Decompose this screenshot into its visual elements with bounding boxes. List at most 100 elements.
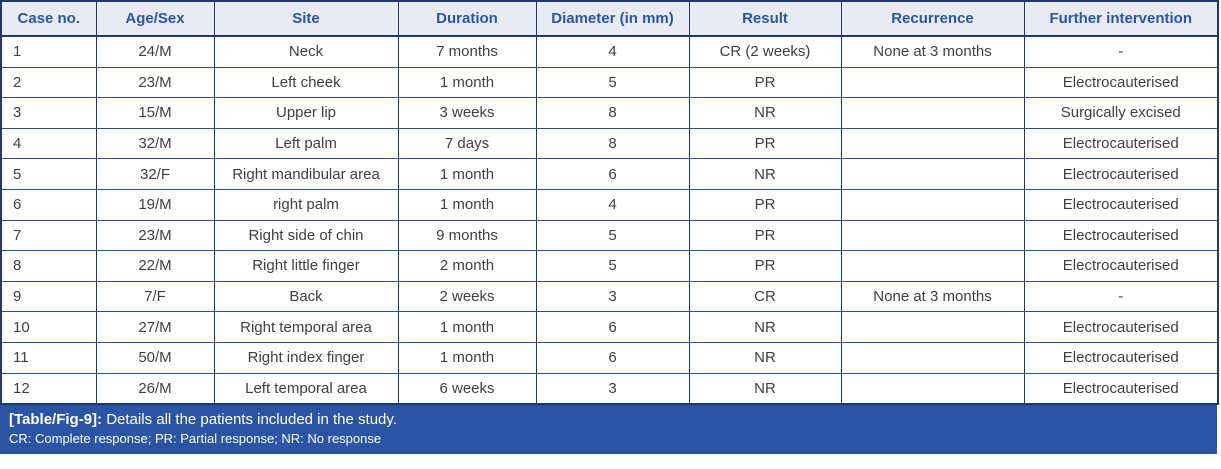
table-cell: CR (2 weeks)	[688, 36, 842, 68]
table-cell: 4	[535, 36, 690, 68]
table-cell: Right index finger	[213, 342, 399, 374]
table-cell: CR	[688, 281, 842, 313]
table-cell: 2 month	[397, 250, 537, 282]
table-cell: 27/M	[95, 311, 215, 343]
table-row: 12 26/M Left temporal area 6 weeks 3 NR Electr…	[0, 373, 1219, 405]
table-cell: -	[1023, 36, 1219, 68]
table-cell: 26/M	[95, 373, 215, 405]
table-cell: 1 month	[397, 311, 537, 343]
table-footnote: CR: Complete response; PR: Partial respo…	[9, 431, 382, 447]
table-cell: 2	[0, 67, 97, 99]
table-cell: right palm	[213, 189, 399, 221]
table-cell: 32/M	[95, 128, 215, 160]
table-cell: 12	[0, 373, 97, 405]
table-cell: 22/M	[95, 250, 215, 282]
table-cell: Electrocauterised	[1023, 373, 1219, 405]
table-cell: Upper lip	[213, 97, 399, 129]
table-row: 3 15/M Upper lip 3 weeks 8 NR Surgically excis…	[0, 97, 1219, 129]
table-cell: 1	[0, 36, 97, 68]
column-header: Duration	[397, 1, 537, 37]
table-caption-bar: [Table/Fig-9]: Details all the patients …	[0, 405, 1217, 455]
table-cell: 32/F	[95, 158, 215, 190]
table-cell: 1 month	[397, 342, 537, 374]
table-cell: 8	[0, 250, 97, 282]
table-cell	[840, 158, 1025, 190]
table-cell: 24/M	[95, 36, 215, 68]
table-cell: Right mandibular area	[213, 158, 399, 190]
table-cell: Electrocauterised	[1023, 220, 1219, 252]
table-cell: Electrocauterised	[1023, 67, 1219, 99]
table-cell: 19/M	[95, 189, 215, 221]
table-cell: Electrocauterised	[1023, 311, 1219, 343]
table-cell: 4	[0, 128, 97, 160]
table-cell: Electrocauterised	[1023, 342, 1219, 374]
column-header: Result	[688, 1, 842, 37]
table-cell	[840, 373, 1025, 405]
table-cell: 5	[535, 220, 690, 252]
table-header-row: Case no. Age/Sex Site Duration Diameter (in …	[0, 1, 1219, 37]
table-cell: 3	[0, 97, 97, 129]
column-header: Further intervention	[1023, 1, 1219, 37]
column-header: Age/Sex	[95, 1, 215, 37]
table-cell: 7	[0, 220, 97, 252]
table-cell: 5	[0, 158, 97, 190]
table-cell: 1 month	[397, 158, 537, 190]
table-cell: 5	[535, 250, 690, 282]
table-cell: Right little finger	[213, 250, 399, 282]
column-header: Site	[213, 1, 399, 37]
table-cell: 6	[535, 311, 690, 343]
table-caption: [Table/Fig-9]: Details all the patients …	[9, 410, 1208, 430]
table-cell: Surgically excised	[1023, 97, 1219, 129]
table-cell: NR	[688, 97, 842, 129]
table-cell: None at 3 months	[840, 281, 1025, 313]
table-cell: NR	[688, 311, 842, 343]
table-cell: 11	[0, 342, 97, 374]
table-row: 2 23/M Left cheek 1 month 5 PR Electrocauteris…	[0, 67, 1219, 99]
table-cell: 6	[0, 189, 97, 221]
table-cell	[840, 250, 1025, 282]
table-cell: Left cheek	[213, 67, 399, 99]
table-cell: Back	[213, 281, 399, 313]
table-cell: Right side of chin	[213, 220, 399, 252]
table-cell: 7 months	[397, 36, 537, 68]
table-cell: 4	[535, 189, 690, 221]
table-cell: 3	[535, 373, 690, 405]
table-row: 5 32/F Right mandibular area 1 month 6 NR Elec…	[0, 158, 1219, 190]
table-row: 10 27/M Right temporal area 1 month 6 NR Elect…	[0, 311, 1219, 343]
table-cell: PR	[688, 189, 842, 221]
table-cell: 6	[535, 342, 690, 374]
column-header: Recurrence	[840, 1, 1025, 37]
table-cell: 2 weeks	[397, 281, 537, 313]
table-cell: PR	[688, 250, 842, 282]
table-cell	[840, 311, 1025, 343]
table-cell: 1 month	[397, 67, 537, 99]
table-cell: 8	[535, 97, 690, 129]
table-cell	[840, 220, 1025, 252]
table-cell: NR	[688, 342, 842, 374]
table-cell: NR	[688, 158, 842, 190]
table-cell: 5	[535, 67, 690, 99]
table-cell: 50/M	[95, 342, 215, 374]
table-cell: 9 months	[397, 220, 537, 252]
table-cell: NR	[688, 373, 842, 405]
table-cell: Left palm	[213, 128, 399, 160]
table-cell	[840, 97, 1025, 129]
table-cell: Right temporal area	[213, 311, 399, 343]
table-cell: 3 weeks	[397, 97, 537, 129]
table-cell: Left temporal area	[213, 373, 399, 405]
table-row: 11 50/M Right index finger 1 month 6 NR Electr…	[0, 342, 1219, 374]
table-cell: 7 days	[397, 128, 537, 160]
table-row: 6 19/M right palm 1 month 4 PR Electrocauteris…	[0, 189, 1219, 221]
table-row: 1 24/M Neck 7 months 4 CR (2 weeks) None at 3 …	[0, 36, 1219, 68]
table-cell: 23/M	[95, 67, 215, 99]
table-cell: Electrocauterised	[1023, 158, 1219, 190]
patients-table: Case no. Age/Sex Site Duration Diameter (in …	[0, 0, 1219, 406]
table-cell: 10	[0, 311, 97, 343]
table-cell: Electrocauterised	[1023, 189, 1219, 221]
table-cell: 6 weeks	[397, 373, 537, 405]
table-row: 9 7/F Back 2 weeks 3 CR None at 3 months -	[0, 281, 1219, 313]
table-row: 4 32/M Left palm 7 days 8 PR Electrocauterised	[0, 128, 1219, 160]
table-cell: Neck	[213, 36, 399, 68]
table-cell: Electrocauterised	[1023, 128, 1219, 160]
